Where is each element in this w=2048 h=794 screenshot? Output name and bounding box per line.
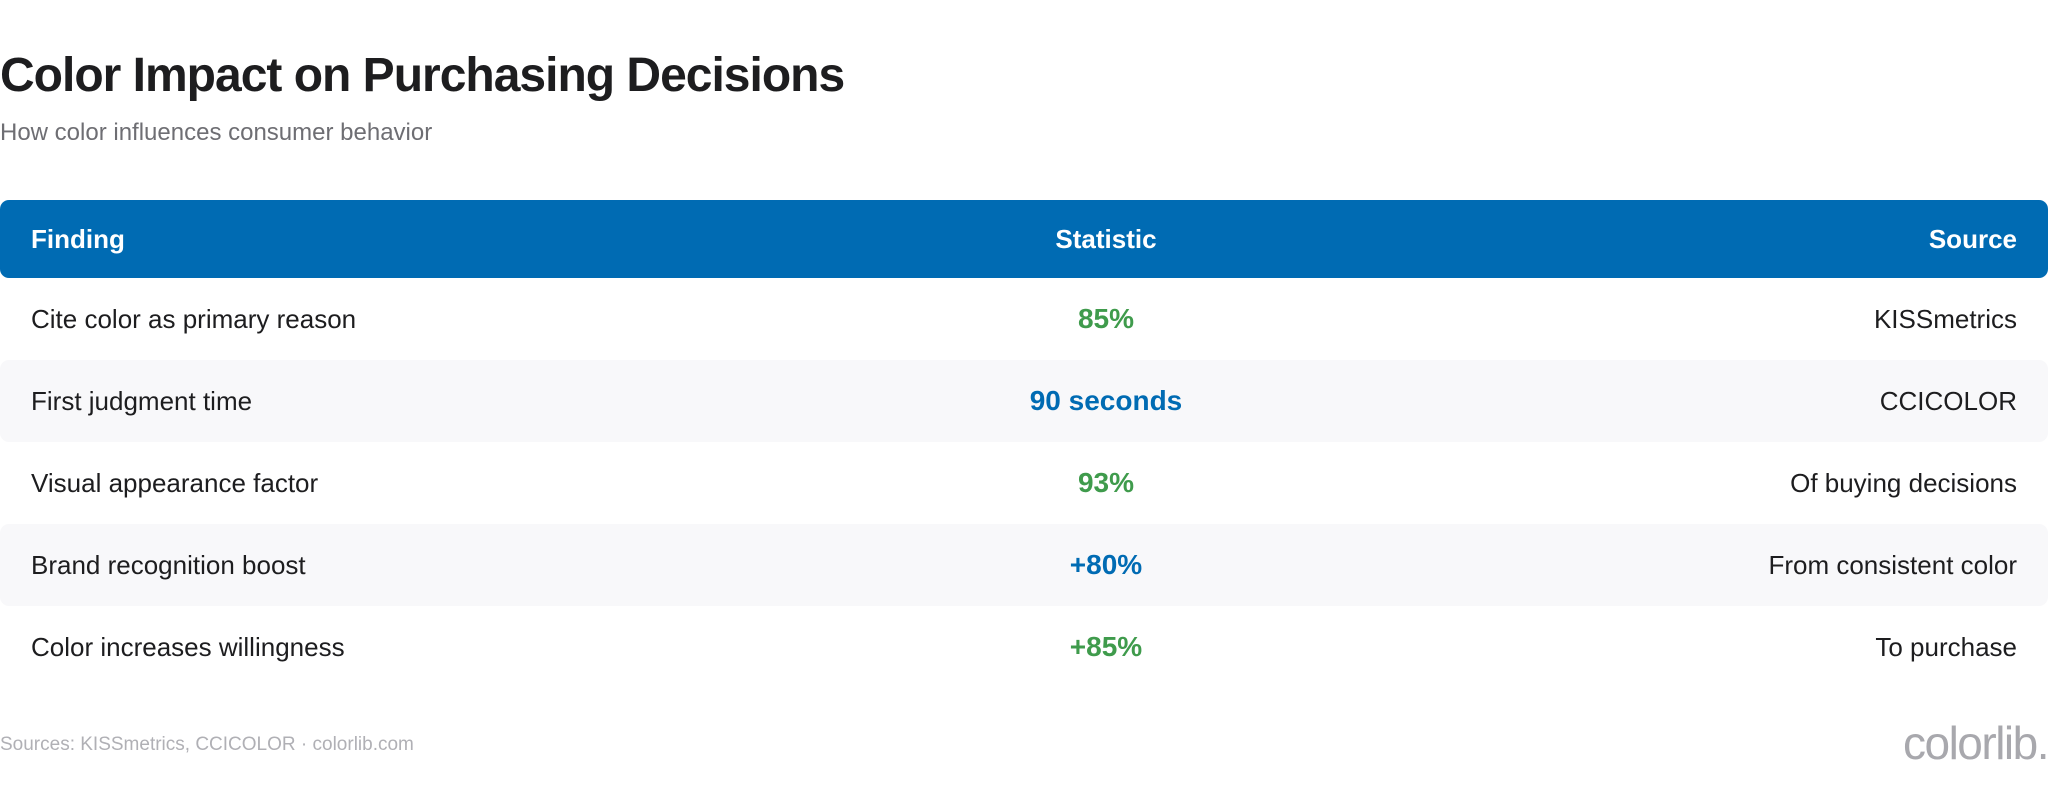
- finding-cell: First judgment time: [0, 360, 700, 442]
- statistic-cell: +80%: [700, 524, 1512, 606]
- page-subtitle: How color influences consumer behavior: [0, 119, 433, 146]
- source-cell: To purchase: [1875, 631, 2017, 662]
- source-cell: From consistent color: [1512, 524, 2048, 606]
- column-header-statistic: Statistic: [1055, 223, 1157, 254]
- statistic-cell: 90 seconds: [700, 360, 1512, 442]
- finding-cell: Color increases willingness: [31, 631, 345, 662]
- column-header-finding: Finding: [31, 223, 125, 254]
- finding-cell: Cite color as primary reason: [31, 303, 357, 334]
- table-body: Cite color as primary reason 85% KISSmet…: [0, 278, 2048, 688]
- page-title: Color Impact on Purchasing Decisions: [0, 49, 845, 102]
- table-row: Brand recognition boost +80% From consis…: [0, 524, 2048, 606]
- finding-cell: Visual appearance factor: [31, 467, 319, 498]
- table-row: Cite color as primary reason 85% KISSmet…: [0, 278, 2048, 360]
- source-cell: KISSmetrics: [1873, 303, 2017, 334]
- statistic-cell: 93%: [1077, 467, 1135, 498]
- statistics-table-container: Finding Statistic Source Cite color as p…: [0, 200, 2048, 688]
- source-cell: CCICOLOR: [1512, 360, 2048, 442]
- page-header: Color Impact on Purchasing Decisions How…: [0, 46, 2048, 148]
- table-header: Finding Statistic Source: [0, 200, 2048, 278]
- footer-sources: Sources: KISSmetrics, CCICOLOR · colorli…: [0, 734, 414, 755]
- colorlib-logo: colorlib.: [1902, 717, 2048, 769]
- statistic-cell: 85%: [1077, 303, 1135, 334]
- table-header-row: Finding Statistic Source: [0, 200, 2048, 278]
- table-row: Visual appearance factor 93% Of buying d…: [0, 442, 2048, 524]
- source-cell: Of buying decisions: [1790, 467, 2017, 498]
- column-header-source: Source: [1928, 223, 2017, 254]
- statistics-table: Finding Statistic Source Cite color as p…: [0, 200, 2048, 688]
- finding-cell: Brand recognition boost: [0, 524, 700, 606]
- statistic-cell: +85%: [1069, 631, 1143, 662]
- table-row: Color increases willingness +85% To purc…: [0, 606, 2048, 688]
- table-row: First judgment time 90 seconds CCICOLOR: [0, 360, 2048, 442]
